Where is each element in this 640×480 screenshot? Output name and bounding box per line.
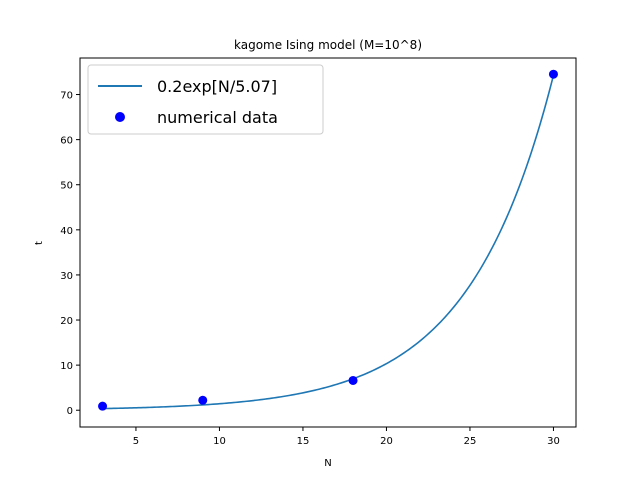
y-tick-label: 50 xyxy=(60,181,73,192)
legend: 0.2exp[N/5.07] numerical data xyxy=(87,64,324,135)
x-tick-label: 25 xyxy=(464,436,477,447)
data-point xyxy=(548,69,558,79)
y-tick-label: 30 xyxy=(60,271,73,282)
y-tick-label: 20 xyxy=(60,316,73,327)
x-axis-label: N xyxy=(324,458,331,469)
y-tick-label: 60 xyxy=(60,136,73,147)
y-tick-label: 10 xyxy=(60,361,73,372)
x-tick-label: 20 xyxy=(380,436,393,447)
chart-title: kagome Ising model (M=10^8) xyxy=(234,38,422,52)
x-tick-label: 30 xyxy=(547,436,560,447)
x-tick-label: 5 xyxy=(133,436,139,447)
legend-label-data: numerical data xyxy=(157,108,278,127)
y-tick-label: 0 xyxy=(67,406,73,417)
data-point xyxy=(98,401,108,411)
x-tick-label: 10 xyxy=(213,436,226,447)
data-point xyxy=(348,375,358,385)
x-axis: 5 10 15 20 25 30 xyxy=(133,427,560,447)
y-axis: 0 10 20 30 40 50 60 70 xyxy=(60,91,80,417)
y-axis-label: t xyxy=(34,241,45,245)
fit-curve-line xyxy=(102,75,555,410)
y-tick-label: 70 xyxy=(60,91,73,102)
legend-marker-swatch xyxy=(115,112,125,122)
legend-label-fit: 0.2exp[N/5.07] xyxy=(157,77,277,96)
legend-box xyxy=(87,64,324,135)
y-tick-label: 40 xyxy=(60,226,73,237)
plot-area xyxy=(98,69,558,411)
plot-frame xyxy=(79,57,577,428)
data-point xyxy=(198,395,208,405)
x-tick-label: 15 xyxy=(297,436,310,447)
